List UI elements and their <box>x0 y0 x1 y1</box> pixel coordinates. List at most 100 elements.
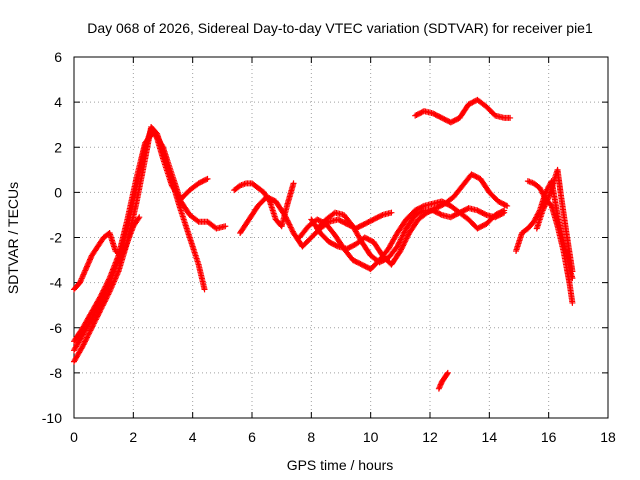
data-point-marker <box>81 340 88 347</box>
data-point-marker <box>504 202 511 209</box>
data-point-marker <box>81 338 88 345</box>
data-point-marker <box>396 239 403 246</box>
data-point-marker <box>101 299 108 306</box>
data-point-marker <box>281 211 288 218</box>
data-point-marker <box>285 220 292 227</box>
data-point-marker <box>94 313 101 320</box>
data-point-marker <box>398 245 405 252</box>
y-tick-label: -8 <box>50 365 63 381</box>
data-point-marker <box>96 309 103 316</box>
data-point-marker <box>397 237 404 244</box>
data-point-marker <box>103 294 110 301</box>
series-s10 <box>412 96 514 126</box>
data-point-marker <box>103 280 110 287</box>
series-s1 <box>71 123 208 365</box>
data-point-marker <box>402 238 409 245</box>
data-point-marker <box>388 209 395 216</box>
data-point-marker <box>86 330 93 337</box>
data-point-marker <box>92 316 99 323</box>
data-point-marker <box>507 114 514 121</box>
data-point-marker <box>86 328 93 335</box>
data-point-marker <box>399 233 406 240</box>
data-point-marker <box>194 217 201 224</box>
series-s11 <box>435 369 451 392</box>
data-point-marker <box>287 224 294 231</box>
data-point-marker <box>84 334 91 341</box>
data-point-marker <box>444 371 451 378</box>
data-point-marker <box>398 246 405 253</box>
data-point-marker <box>101 284 108 291</box>
x-tick-label: 8 <box>307 429 315 445</box>
data-point-marker <box>105 276 112 283</box>
x-tick-label: 16 <box>541 429 557 445</box>
data-point-marker <box>105 277 112 284</box>
x-axis-ticks: 0 2 4 6 8 10 12 14 16 18 <box>70 57 616 445</box>
data-point-marker <box>284 217 291 224</box>
x-tick-label: 12 <box>422 429 438 445</box>
data-point-marker <box>397 248 404 255</box>
data-point-marker <box>289 227 296 234</box>
data-point-marker <box>84 333 91 340</box>
grid-lines <box>74 57 608 418</box>
y-tick-label: -10 <box>42 410 62 426</box>
data-point-marker <box>404 234 411 241</box>
data-point-marker <box>400 242 407 249</box>
data-point-marker <box>378 212 385 219</box>
series-s3 <box>71 128 229 345</box>
data-point-marker <box>94 312 101 319</box>
data-point-marker <box>99 302 106 309</box>
data-point-marker <box>104 279 111 286</box>
data-point-marker <box>482 211 489 218</box>
y-tick-label: 0 <box>54 184 62 200</box>
data-point-marker <box>99 288 106 295</box>
series-s4 <box>71 214 143 293</box>
data-point-marker <box>222 223 229 230</box>
data-point-marker <box>80 341 87 348</box>
chart-title: Day 068 of 2026, Sidereal Day-to-day VTE… <box>87 20 593 36</box>
data-point-marker <box>203 176 210 183</box>
series-s7 <box>296 198 508 273</box>
data-point-marker <box>99 303 106 310</box>
series-s14 <box>533 166 576 275</box>
data-point-marker <box>90 321 97 328</box>
data-point-marker <box>83 335 90 342</box>
data-point-marker <box>569 268 576 275</box>
data-point-marker <box>95 310 102 317</box>
data-point-marker <box>398 235 405 242</box>
data-point-marker <box>569 299 576 306</box>
data-point-marker <box>100 301 107 308</box>
data-point-marker <box>103 282 110 289</box>
data-point-marker <box>437 211 444 218</box>
y-tick-label: 4 <box>54 94 62 110</box>
data-point-marker <box>88 326 95 333</box>
data-point-marker <box>444 369 451 376</box>
y-tick-label: -6 <box>50 320 63 336</box>
x-tick-label: 10 <box>363 429 379 445</box>
data-point-marker <box>98 305 105 312</box>
x-tick-label: 14 <box>482 429 498 445</box>
data-point-marker <box>499 210 506 217</box>
data-point-marker <box>401 239 408 246</box>
data-point-marker <box>287 223 294 230</box>
data-point-marker <box>401 229 408 236</box>
x-tick-label: 0 <box>70 429 78 445</box>
data-point-marker <box>400 231 407 238</box>
data-point-marker <box>502 202 509 209</box>
data-point-marker <box>99 290 106 297</box>
data-point-marker <box>283 216 290 223</box>
data-point-marker <box>159 142 166 149</box>
data-point-marker <box>100 287 107 294</box>
data-point-marker <box>290 180 297 187</box>
data-point-marker <box>286 221 293 228</box>
x-tick-label: 6 <box>248 429 256 445</box>
data-point-marker <box>97 293 104 300</box>
data-point-marker <box>419 208 426 215</box>
data-point-marker <box>333 242 340 249</box>
data-point-marker <box>89 323 96 330</box>
data-point-marker <box>105 291 112 298</box>
data-point-marker <box>404 232 411 239</box>
data-point-marker <box>399 243 406 250</box>
data-point-marker <box>399 232 406 239</box>
data-point-marker <box>282 213 289 220</box>
